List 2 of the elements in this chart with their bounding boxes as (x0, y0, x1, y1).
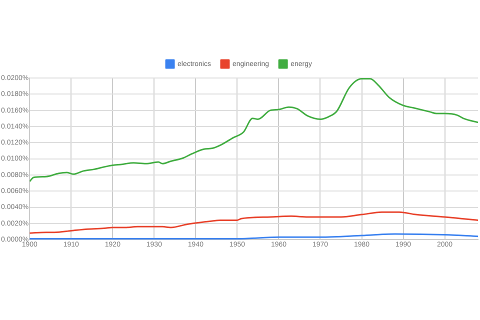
line-series (30, 211, 478, 234)
line-series (30, 78, 478, 182)
